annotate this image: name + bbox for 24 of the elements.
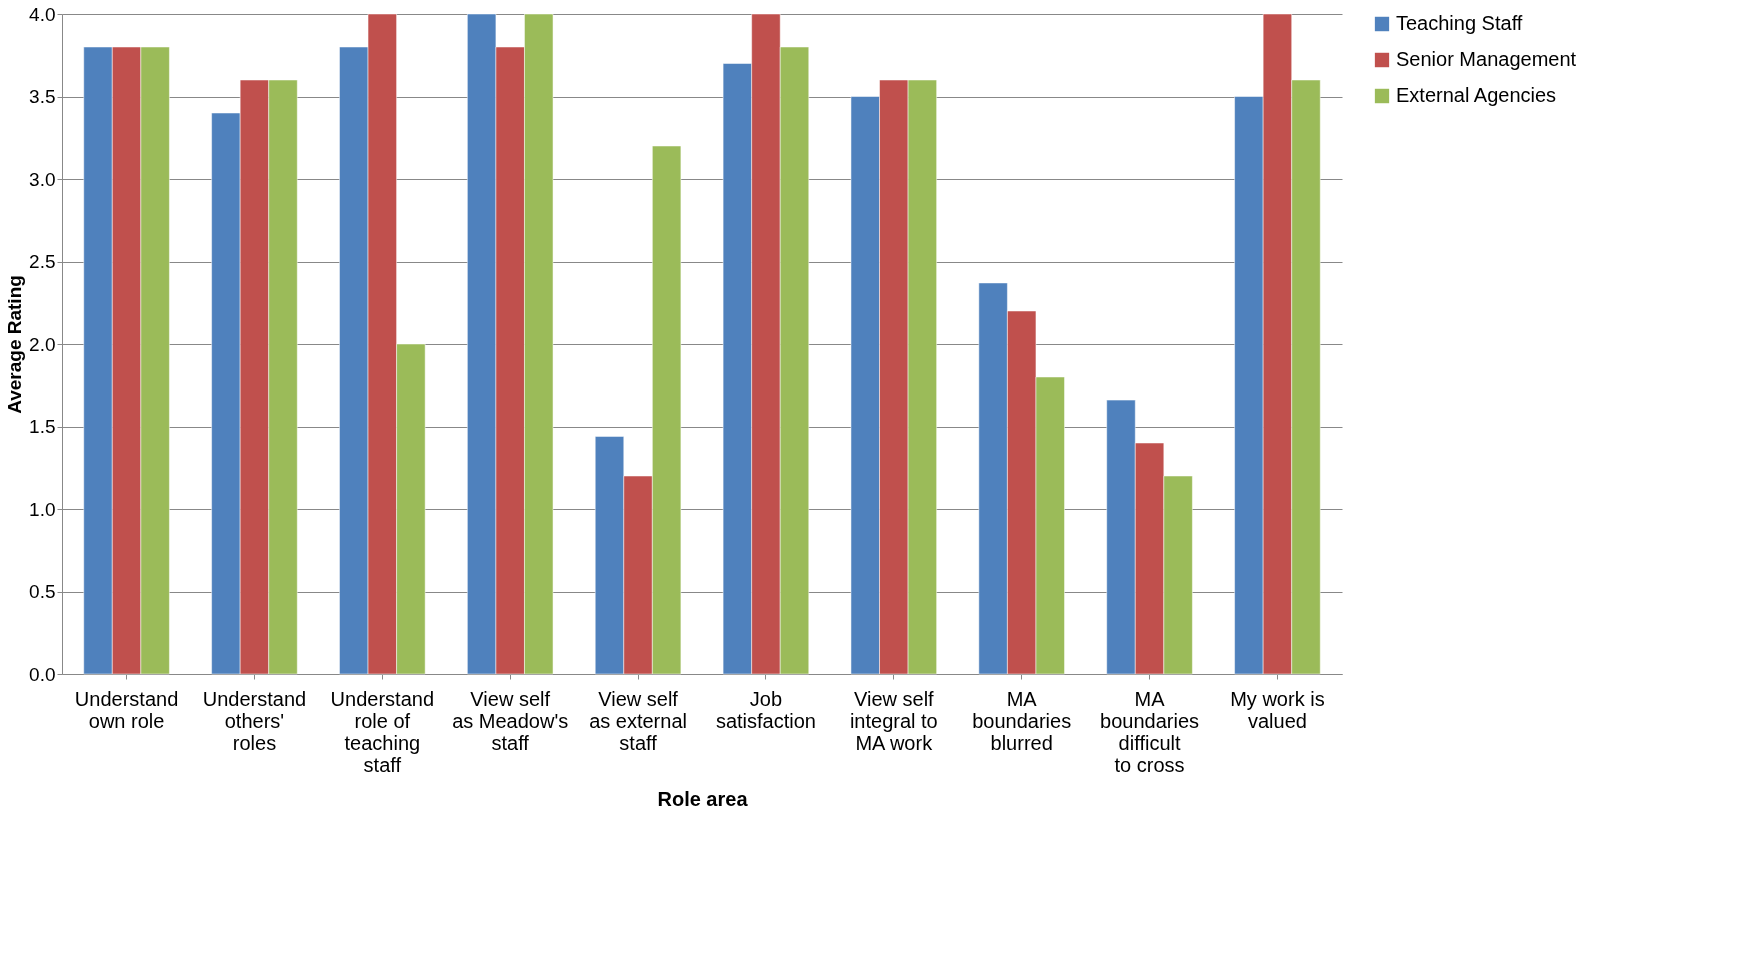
legend-label: Senior Management [1396, 48, 1577, 70]
x-tick-label: Understand role of teaching staff [330, 687, 435, 776]
y-tick-label: 4.0 [29, 3, 56, 25]
y-tick-label: 1.5 [29, 416, 56, 437]
y-tick-label: 0.0 [29, 663, 56, 685]
x-tick-label: View self integral to MA work [849, 687, 938, 754]
y-tick-label: 3.5 [29, 86, 56, 107]
x-axis-title: Role area [657, 787, 749, 810]
x-tick-label: Understand own role [74, 687, 179, 732]
x-tick-label: View self as external staff [589, 687, 687, 754]
legend-label: Teaching Staff [1396, 12, 1523, 34]
y-tick-label: 2.0 [29, 333, 56, 355]
y-axis-title: Average Rating [4, 275, 26, 414]
y-tick-label: 0.5 [29, 581, 56, 602]
x-tick-label: MA boundaries blurred [972, 687, 1072, 754]
x-tick-label: Understand others' roles [202, 687, 307, 754]
x-tick-label: View self as Meadow's staff [452, 687, 569, 754]
y-tick-label: 2.5 [29, 251, 56, 272]
x-tick-label: My work is valued [1230, 687, 1325, 732]
x-tick-label: Job satisfaction [715, 687, 816, 732]
y-tick-label: 1.0 [29, 498, 56, 520]
legend-label: External Agencies [1396, 84, 1557, 106]
x-tick-label: MA boundaries difficult to cross [1100, 687, 1200, 776]
y-tick-label: 3.0 [29, 168, 56, 190]
